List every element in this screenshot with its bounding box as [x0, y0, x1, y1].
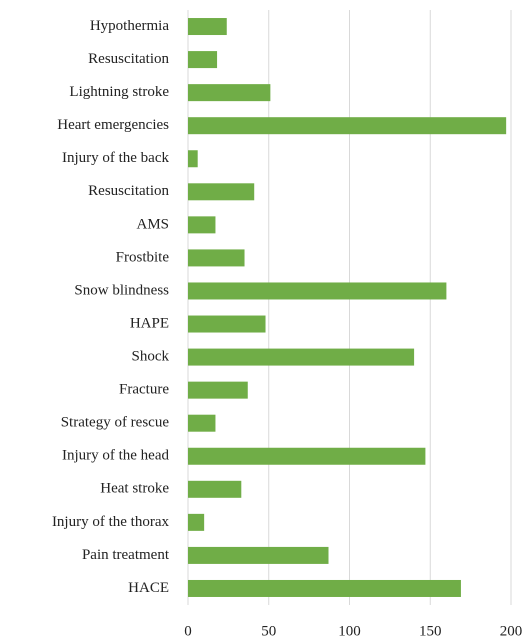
bar: [188, 546, 329, 564]
y-tick-label: Injury of the thorax: [52, 514, 170, 530]
y-tick-label: Snow blindness: [74, 282, 169, 298]
bar: [188, 51, 218, 69]
y-tick-label: HACE: [128, 580, 169, 596]
bar: [188, 447, 426, 465]
y-tick-label: AMS: [136, 216, 169, 232]
bar: [188, 480, 242, 498]
bar: [188, 117, 507, 135]
y-tick-label: Injury of the back: [62, 150, 170, 166]
bar: [188, 84, 271, 102]
bar: [188, 282, 447, 300]
y-tick-label: Hypothermia: [90, 18, 169, 34]
y-tick-label: Fracture: [119, 382, 169, 398]
bar: [188, 513, 205, 531]
bar: [188, 216, 216, 234]
x-tick-label: 0: [184, 623, 192, 639]
y-tick-label: Lightning stroke: [69, 84, 169, 100]
y-tick-label: Injury of the head: [62, 448, 170, 464]
y-tick-label: Resuscitation: [88, 183, 169, 199]
bar: [188, 315, 266, 333]
y-tick-label: Shock: [132, 349, 170, 365]
x-tick-label: 100: [338, 623, 361, 639]
bar: [188, 348, 415, 366]
bar: [188, 579, 461, 597]
y-tick-label: Heat stroke: [100, 481, 169, 497]
bar: [188, 381, 248, 399]
bar: [188, 18, 227, 36]
y-tick-label: Pain treatment: [82, 547, 170, 563]
x-tick-label: 150: [419, 623, 442, 639]
bar: [188, 414, 216, 432]
x-tick-label: 200: [500, 623, 523, 639]
bar: [188, 183, 255, 201]
y-tick-label: Frostbite: [116, 249, 170, 265]
y-tick-label: HAPE: [130, 315, 169, 331]
x-tick-label: 50: [261, 623, 276, 639]
y-tick-label: Resuscitation: [88, 51, 169, 67]
y-tick-label: Heart emergencies: [57, 117, 169, 133]
bar: [188, 249, 245, 267]
bar: [188, 150, 198, 168]
y-tick-label: Strategy of rescue: [61, 415, 170, 431]
